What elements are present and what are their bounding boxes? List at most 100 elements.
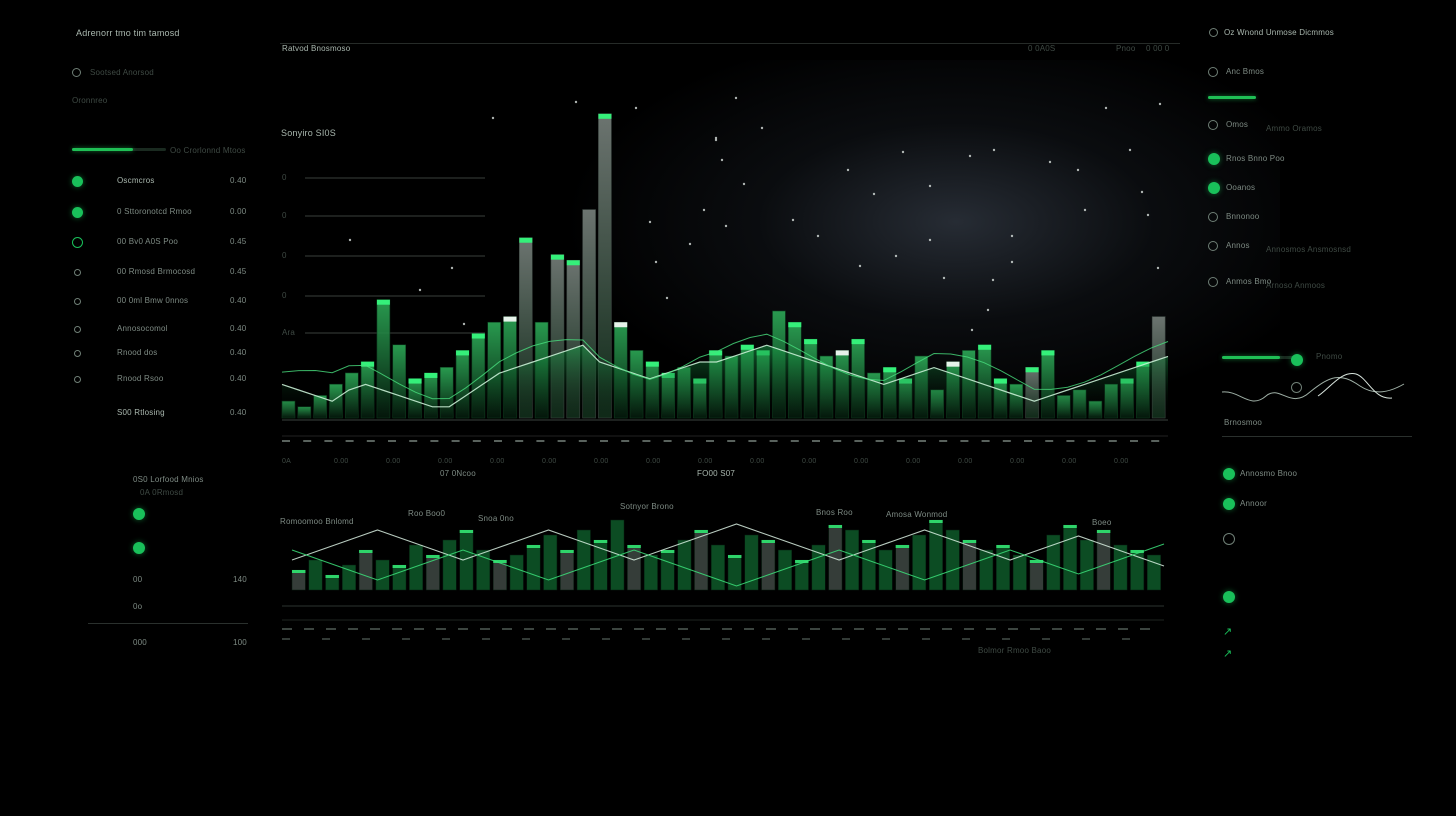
arrow-icon[interactable]: ↗ [1223, 626, 1233, 638]
star-particle [724, 224, 728, 228]
x-tick-mark [546, 628, 556, 630]
bar-cap [593, 540, 608, 543]
status-ring-icon[interactable] [1208, 241, 1218, 251]
star-particle [991, 278, 995, 282]
bar-cap [851, 339, 865, 345]
status-dot-icon[interactable] [1223, 591, 1235, 603]
left-item-label[interactable]: Oscmcros [117, 176, 155, 185]
star-particle [968, 154, 972, 158]
x-tick-mark [524, 628, 534, 630]
slider-knob-icon[interactable] [1291, 354, 1303, 366]
x-tick-mark [600, 440, 608, 442]
status-small-icon[interactable] [74, 298, 81, 305]
status-small-icon[interactable] [74, 269, 81, 276]
bottom-chart-footer: Bolmor Rmoo Baoo [978, 646, 1052, 655]
chart-bar [945, 529, 960, 591]
toggle-icon[interactable] [133, 508, 145, 520]
left-slider[interactable] [72, 148, 166, 151]
right-bottom-label[interactable]: Annosmo Bnoo [1240, 469, 1298, 478]
divider [88, 623, 248, 624]
status-dot-icon[interactable] [1208, 182, 1220, 194]
chart-bar [643, 554, 658, 591]
bar-cap [862, 540, 876, 543]
left-item-label[interactable]: Annosocomol [117, 324, 168, 333]
x-tick-mark [324, 440, 333, 442]
status-small-icon[interactable] [74, 376, 81, 383]
x-tick-mark [1151, 440, 1160, 442]
star-particle [648, 220, 652, 224]
left-item-label[interactable]: 00 0ml Bmw 0nnos [117, 296, 189, 305]
x-tick-mark [1024, 440, 1032, 442]
status-dot-icon[interactable] [1223, 498, 1235, 510]
right-item-label[interactable]: Ooanos [1226, 183, 1256, 192]
x-tick-mark [744, 628, 754, 630]
bar-cap [426, 555, 440, 558]
left-item-label[interactable]: Rnood Rsoo [117, 374, 164, 383]
bottom-label: Amosa Wonmod [886, 510, 948, 519]
x-tick-mark [1052, 628, 1062, 630]
right-bottom-label[interactable]: Annoor [1240, 499, 1267, 508]
x-tick-mark [1030, 628, 1040, 630]
bar-cap [526, 545, 541, 548]
status-dot-icon[interactable] [1223, 468, 1235, 480]
x-tick-mark [722, 638, 730, 640]
right-item-label[interactable]: Anc Bmos [1226, 67, 1265, 76]
status-small-icon[interactable] [74, 350, 81, 357]
star-particle [1083, 208, 1087, 212]
bottom-label: Sotnyor Brono [620, 502, 674, 511]
status-small-icon[interactable] [74, 326, 81, 333]
left-panel-title: Adrenorr tmo tim tamosd [76, 28, 180, 38]
chart-bar [744, 534, 759, 591]
toggle-icon[interactable] [133, 542, 145, 554]
right-item-label[interactable]: Rnos Bnno Poo [1226, 154, 1285, 163]
status-ring-icon[interactable] [72, 237, 83, 248]
left-item-label[interactable]: Rnood dos [117, 348, 158, 357]
x-tick-mark [370, 628, 380, 630]
x-tick-mark [684, 440, 693, 442]
right-item-label[interactable]: Anmos Bmo [1226, 277, 1272, 286]
star-particle [491, 116, 495, 120]
bar-cap [1136, 361, 1150, 367]
x-tick-mark [986, 628, 996, 630]
x-tick-mark [602, 638, 610, 640]
x-tick-mark [810, 628, 820, 630]
status-dot-icon[interactable] [1208, 153, 1220, 165]
star-particle [688, 242, 692, 246]
right-item-label[interactable]: Annos [1226, 241, 1250, 250]
refresh-icon[interactable] [1291, 382, 1302, 393]
x-tick-label: 0.00 [438, 458, 453, 465]
left-item-label[interactable]: 00 Bv0 A0S Poo [117, 237, 179, 246]
x-tick-mark [436, 628, 446, 630]
left-item-label[interactable]: 0 Sttoronotcd Rmoo [117, 207, 192, 216]
x-tick-mark [769, 440, 778, 442]
arrow-icon[interactable]: ↗ [1223, 648, 1233, 660]
right-item-label[interactable]: Bnnonoo [1226, 212, 1260, 221]
x-tick-mark [522, 638, 530, 640]
left-sub-subtitle: 0A 0Rmosd [140, 488, 184, 497]
y-tick-label: 0 [282, 173, 287, 182]
status-ring-icon[interactable] [1223, 533, 1235, 545]
status-ring-icon[interactable] [1208, 212, 1218, 222]
status-dot-icon[interactable] [72, 207, 83, 218]
x-tick-mark [656, 628, 666, 630]
x-tick-mark [960, 440, 969, 442]
status-dot-icon[interactable] [72, 176, 83, 187]
status-ring-icon[interactable] [1208, 120, 1218, 130]
right-top-slider[interactable] [1208, 96, 1256, 99]
left-item-label[interactable]: 00 Rmosd Brmocosd [117, 267, 196, 276]
x-tick-mark [1042, 638, 1050, 640]
x-tick-mark [402, 638, 410, 640]
left-footer-label: S00 Rtlosing [117, 408, 165, 417]
info-icon[interactable] [72, 68, 81, 77]
status-ring-icon[interactable] [1208, 277, 1218, 287]
star-particle [760, 126, 764, 130]
right-item-detail: Annosmos Ansmosnsd [1266, 245, 1351, 254]
chart-bar [778, 549, 792, 591]
settings-icon[interactable] [1209, 28, 1218, 37]
x-tick-mark [1087, 440, 1096, 442]
right-slider[interactable] [1222, 356, 1294, 359]
status-ring-icon[interactable] [1208, 67, 1218, 77]
right-item-label[interactable]: Omos [1226, 120, 1249, 129]
y-tick-label: 0 [282, 291, 287, 300]
